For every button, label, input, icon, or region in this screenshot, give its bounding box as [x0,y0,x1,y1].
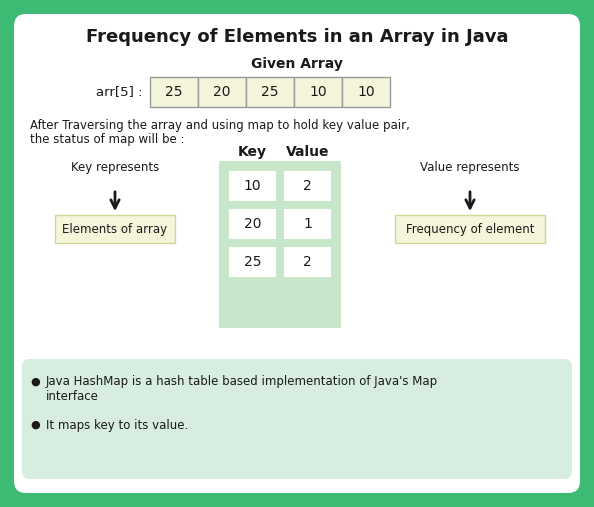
FancyBboxPatch shape [22,359,572,479]
FancyBboxPatch shape [246,77,294,107]
Text: the status of map will be :: the status of map will be : [30,132,185,146]
Text: ●: ● [30,377,40,387]
Text: After Traversing the array and using map to hold key value pair,: After Traversing the array and using map… [30,119,410,131]
Text: arr[5] :: arr[5] : [96,86,143,98]
Text: 1: 1 [303,217,312,231]
FancyBboxPatch shape [229,247,276,277]
FancyBboxPatch shape [284,171,331,201]
Text: 10: 10 [357,85,375,99]
Text: Java HashMap is a hash table based implementation of Java's Map: Java HashMap is a hash table based imple… [46,376,438,388]
Text: 25: 25 [244,255,261,269]
Text: Frequency of Elements in an Array in Java: Frequency of Elements in an Array in Jav… [86,28,508,46]
FancyBboxPatch shape [150,77,198,107]
Text: 25: 25 [261,85,279,99]
Text: Key: Key [238,145,267,159]
Text: Value represents: Value represents [420,161,520,173]
Text: Key represents: Key represents [71,161,159,173]
FancyBboxPatch shape [294,77,342,107]
Text: Elements of array: Elements of array [62,223,168,235]
FancyBboxPatch shape [55,215,175,243]
Text: Given Array: Given Array [251,57,343,71]
FancyBboxPatch shape [395,215,545,243]
FancyBboxPatch shape [284,209,331,239]
Text: 2: 2 [303,179,312,193]
Text: 2: 2 [303,255,312,269]
Text: Frequency of element: Frequency of element [406,223,534,235]
FancyBboxPatch shape [229,209,276,239]
Text: interface: interface [46,390,99,404]
FancyBboxPatch shape [342,77,390,107]
Text: ●: ● [30,420,40,430]
FancyBboxPatch shape [198,77,246,107]
Text: 10: 10 [244,179,261,193]
Text: Value: Value [286,145,329,159]
Text: 20: 20 [244,217,261,231]
Text: It maps key to its value.: It maps key to its value. [46,418,188,431]
Text: 20: 20 [213,85,230,99]
Text: 10: 10 [309,85,327,99]
FancyBboxPatch shape [14,14,580,493]
Text: 25: 25 [165,85,183,99]
FancyBboxPatch shape [229,171,276,201]
FancyBboxPatch shape [219,161,341,328]
FancyBboxPatch shape [284,247,331,277]
